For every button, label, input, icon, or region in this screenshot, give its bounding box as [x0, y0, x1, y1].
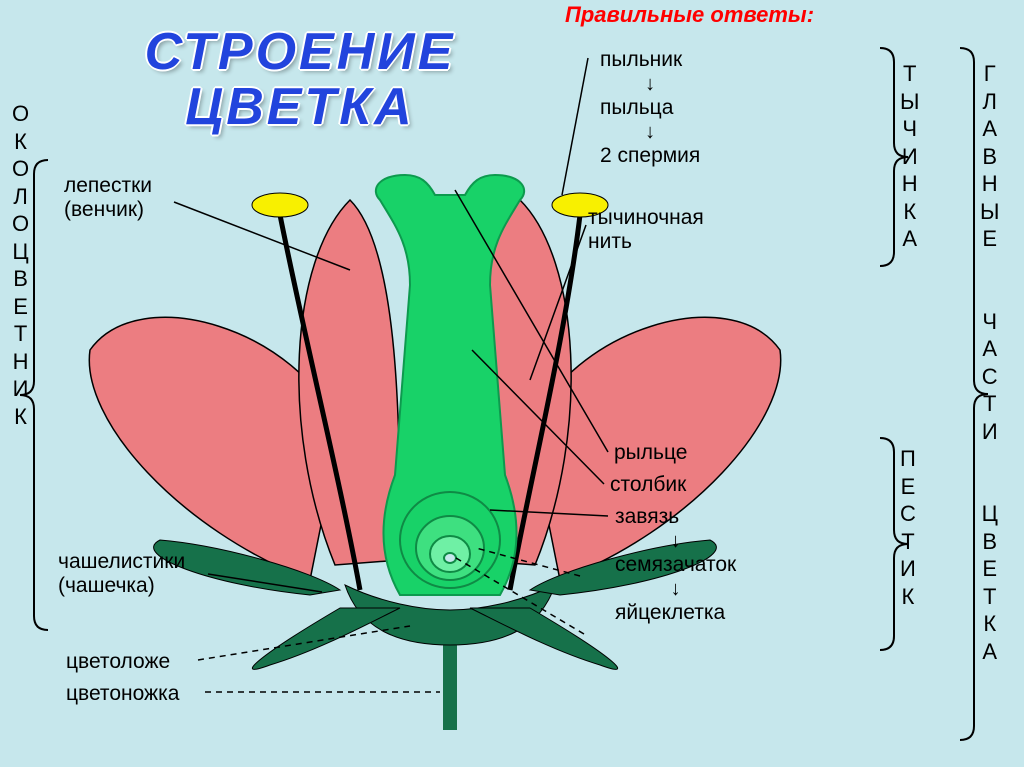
- label-ovule-text: семязачаток: [615, 553, 736, 576]
- label-filament-l1: тычиночная: [588, 206, 704, 229]
- label-pollen-text: пыльца: [600, 96, 673, 119]
- arrow-icon: ↓: [615, 579, 736, 599]
- label-petals-l1: лепестки: [64, 174, 152, 197]
- label-petals: лепестки (венчик): [64, 174, 152, 222]
- label-style: столбик: [610, 473, 686, 497]
- label-sepals-l2: (чашечка): [58, 574, 155, 597]
- arrow-icon: ↓: [615, 531, 736, 551]
- label-stigma: рыльце: [614, 441, 687, 465]
- label-ovary: завязь ↓ семязачаток ↓ яйцеклетка: [615, 505, 736, 625]
- label-sperm-text: 2 спермия: [600, 144, 700, 167]
- label-main-parts-vertical: ГЛАВНЫЕ ЧАСТИ ЦВЕТКА: [980, 60, 999, 665]
- label-perianth-vertical: ОКОЛОЦВЕТНИК: [12, 100, 29, 430]
- arrow-icon: ↓: [600, 122, 700, 142]
- arrow-icon: ↓: [600, 74, 700, 94]
- label-filament-l2: нить: [588, 230, 632, 253]
- label-pedicel: цветоножка: [66, 682, 179, 706]
- label-sepals-l1: чашелистики: [58, 550, 185, 573]
- label-receptacle: цветоложе: [66, 650, 170, 674]
- label-pistil-vertical: ПЕСТИК: [900, 445, 916, 610]
- label-egg-text: яйцеклетка: [615, 601, 725, 624]
- label-filament: тычиночная нить: [588, 206, 704, 254]
- label-sepals: чашелистики (чашечка): [58, 550, 185, 598]
- label-anther-text: пыльник: [600, 48, 682, 71]
- label-petals-l2: (венчик): [64, 198, 144, 221]
- label-anther: пыльник ↓ пыльца ↓ 2 спермия: [600, 48, 700, 168]
- label-ovary-text: завязь: [615, 505, 679, 528]
- label-stamen-vertical: ТЫЧИНКА: [900, 60, 919, 253]
- diagram-canvas: Правильные ответы: СТРОЕНИЕ ЦВЕТКА ОКОЛО…: [0, 0, 1024, 767]
